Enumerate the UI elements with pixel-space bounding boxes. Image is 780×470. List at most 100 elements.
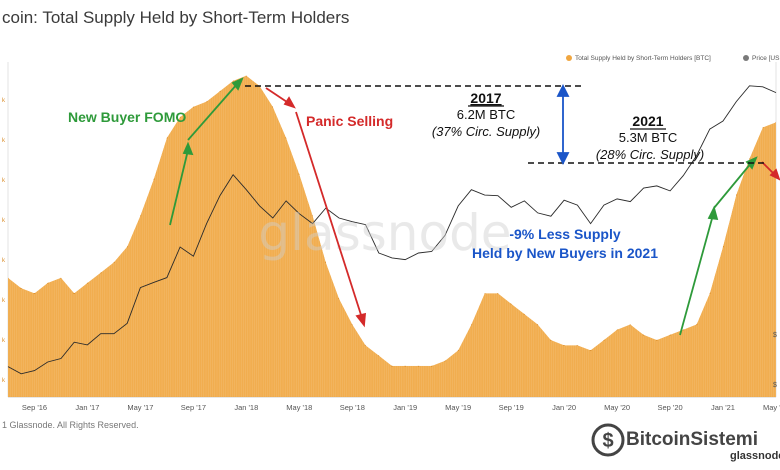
annotation-less-supply-line1: -9% Less Supply [509,226,620,242]
supply-point [629,323,632,326]
supply-area [8,75,776,397]
legend-dot-supply [566,55,572,62]
supply-point [550,339,552,341]
supply-point [73,292,75,295]
difference-arrow-head-bottom [556,152,570,166]
supply-point [126,245,128,248]
difference-arrow-head-top [556,83,570,97]
supply-point [510,302,512,305]
legend-item-supply[interactable]: Total Supply Held by Short-Term Holders … [566,55,711,62]
brand-sub: glassnode [730,450,780,462]
supply-point [46,282,49,284]
annotation-2017-note: (37% Circ. Supply) [432,124,540,139]
supply-point [576,344,579,347]
panic-arrow-2-head [355,312,367,328]
supply-point [483,292,486,295]
supply-point [497,292,499,295]
supply-point [656,339,658,341]
chart-title: coin: Total Supply Held by Short-Term Ho… [2,8,350,27]
fomo-arrow-2 [187,82,239,141]
supply-point [735,194,738,196]
fomo-arrow-3 [679,214,714,336]
y-right-tick-label: $ [773,382,777,389]
supply-point [219,90,221,92]
y-left-tick-label: k [2,338,6,344]
annotation-2021-year: 2021 [632,113,663,129]
annotation-2021-value: 5.3M BTC [619,130,678,145]
price-line [7,85,777,375]
x-tick-label: Jan '17 [75,403,99,412]
supply-point [457,349,460,352]
x-tick-label: May '19 [445,403,471,412]
fomo-arrows [169,77,758,336]
supply-point [166,137,168,139]
brand-logo: $ BitcoinSistemi glassnode [590,420,780,470]
supply-point [232,79,234,82]
y-left-tick-label: k [2,258,6,264]
fomo-arrow-1-head [182,141,194,156]
supply-point [722,245,724,248]
supply-point [338,297,340,300]
x-tick-label: Sep '19 [499,403,524,412]
y-left-tick-label: k [2,98,6,104]
supply-point [603,339,605,341]
supply-point [60,277,62,279]
x-tick-label: Jan '18 [234,403,258,412]
supply-point [364,344,367,347]
annotation-2017-year: 2017 [470,90,501,106]
x-tick-label: May '18 [286,403,312,412]
y-left-tick-label: k [2,378,6,384]
fomo-arrow-3-head [707,205,719,221]
x-tick-label: Jan '19 [393,403,417,412]
supply-point [205,100,208,103]
supply-point [33,292,36,295]
supply-point [245,75,248,77]
annotation-fomo: New Buyer FOMO [68,109,186,125]
supply-point [430,365,433,367]
legend-item-price[interactable]: Price [US [743,55,779,62]
fomo-arrow-2-head [231,77,244,91]
x-tick-label: May '17 [127,403,153,412]
legend-dot-price [743,55,749,62]
x-tick-label: Sep '18 [340,403,365,412]
panic-arrows [265,87,780,328]
supply-point [563,344,565,347]
annotation-less-supply-line2: Held by New Buyers in 2021 [472,245,658,261]
annotation-2021-note: (28% Circ. Supply) [596,147,704,162]
supply-point [351,323,354,326]
watermark: glassnode [258,204,511,262]
svg-text:$: $ [602,430,613,452]
supply-point [669,334,671,336]
supply-point [642,334,645,336]
y-right-tick-label: $ [773,332,777,339]
price-line-layer [7,85,777,375]
supply-point [391,365,393,367]
x-tick-label: Sep '17 [181,403,206,412]
supply-point [589,349,592,352]
supply-point [378,354,380,357]
supply-point [20,287,23,289]
supply-point [152,178,155,180]
supply-point [139,214,142,217]
brand-name: BitcoinSistemi [626,429,758,450]
fomo-arrow-4 [713,161,753,209]
supply-point [298,173,301,175]
difference-arrow [556,83,570,166]
x-tick-label: May '20 [604,403,630,412]
supply-point [404,365,407,367]
x-tick-label: Sep '16 [22,403,47,412]
supply-point [523,313,526,315]
y-tick-labels: k k k k k k k k $ $ [2,98,777,389]
panic-arrow-2 [295,111,363,319]
supply-point [86,282,89,284]
supply-point [470,323,473,326]
supply-point [99,271,102,274]
fomo-arrow-1 [169,149,189,226]
x-tick-label: May '21 [763,403,780,412]
supply-point [192,105,195,108]
copyright-footer: 1 Glassnode. All Rights Reserved. [2,420,139,430]
legend-label-supply: Total Supply Held by Short-Term Holders … [575,55,711,62]
x-tick-label: Jan '21 [711,403,735,412]
supply-point [285,137,287,139]
